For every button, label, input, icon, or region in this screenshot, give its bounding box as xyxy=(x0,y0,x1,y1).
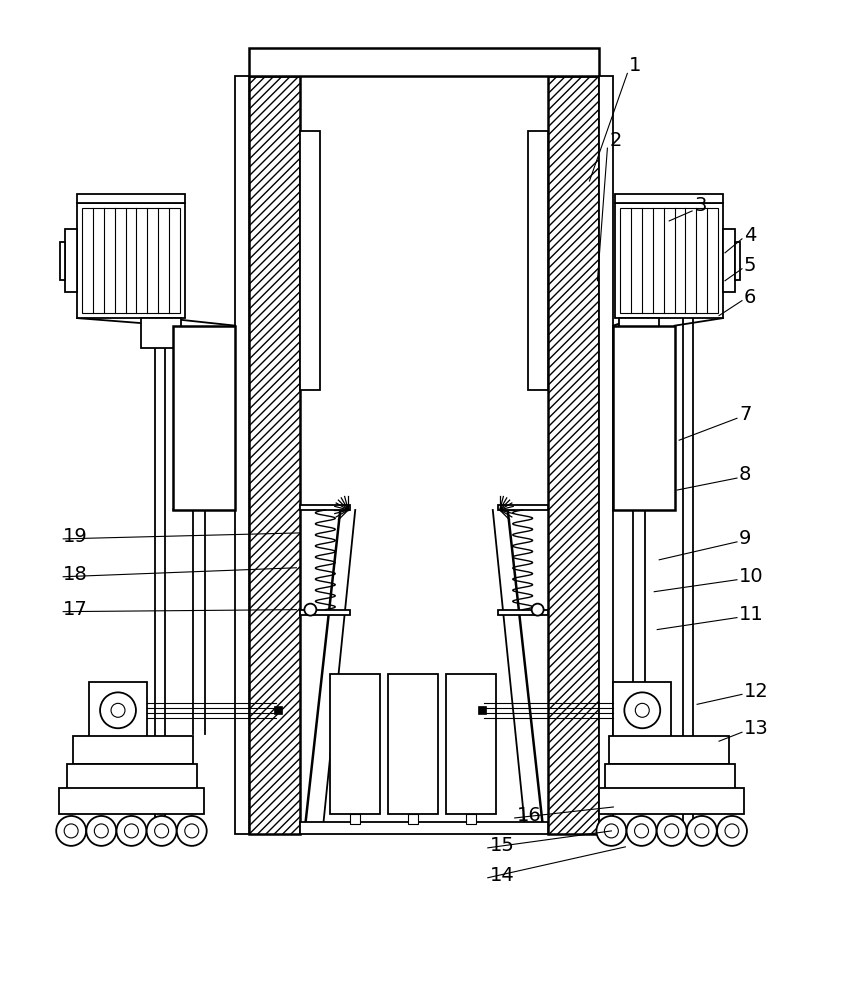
Bar xyxy=(528,131,547,390)
Circle shape xyxy=(304,604,316,616)
Bar xyxy=(300,610,350,615)
Circle shape xyxy=(635,824,649,838)
Bar xyxy=(498,610,547,615)
Circle shape xyxy=(625,692,660,728)
Bar xyxy=(498,505,547,510)
Text: 19: 19 xyxy=(63,527,88,546)
Text: 17: 17 xyxy=(63,600,88,619)
Bar xyxy=(173,326,235,510)
Bar xyxy=(248,48,599,76)
Bar xyxy=(235,76,248,834)
Bar xyxy=(275,706,282,714)
Bar xyxy=(614,682,672,737)
Text: 10: 10 xyxy=(739,567,763,586)
Bar xyxy=(82,208,180,313)
Circle shape xyxy=(626,816,656,846)
Bar xyxy=(77,203,184,318)
Circle shape xyxy=(111,703,125,717)
Text: 4: 4 xyxy=(744,226,756,245)
Circle shape xyxy=(147,816,177,846)
Bar xyxy=(331,674,380,814)
Bar xyxy=(73,736,193,764)
Text: 18: 18 xyxy=(63,565,88,584)
Circle shape xyxy=(87,816,116,846)
Bar xyxy=(446,674,496,814)
Circle shape xyxy=(56,816,86,846)
Text: 5: 5 xyxy=(744,256,756,275)
Bar xyxy=(547,76,599,834)
Bar xyxy=(599,76,614,834)
Text: 14: 14 xyxy=(490,866,514,885)
Text: 3: 3 xyxy=(694,196,706,215)
Text: 11: 11 xyxy=(739,605,763,624)
Bar xyxy=(615,194,723,203)
Bar xyxy=(620,318,660,348)
Bar xyxy=(620,208,718,313)
Bar xyxy=(300,131,320,390)
Circle shape xyxy=(116,816,146,846)
Circle shape xyxy=(694,824,709,838)
Bar xyxy=(60,242,65,280)
Bar xyxy=(65,229,77,292)
Circle shape xyxy=(665,824,678,838)
Circle shape xyxy=(177,816,207,846)
Text: 2: 2 xyxy=(609,131,621,150)
Circle shape xyxy=(725,824,739,838)
Bar xyxy=(300,505,350,510)
Text: 16: 16 xyxy=(517,806,541,825)
Text: 13: 13 xyxy=(744,719,768,738)
Text: 1: 1 xyxy=(629,56,642,75)
Bar xyxy=(141,318,181,348)
Bar xyxy=(599,788,744,814)
Circle shape xyxy=(100,692,136,728)
Bar xyxy=(478,706,486,714)
Bar xyxy=(466,814,476,824)
Circle shape xyxy=(687,816,717,846)
Circle shape xyxy=(597,816,626,846)
Circle shape xyxy=(65,824,78,838)
Text: 15: 15 xyxy=(490,836,514,855)
Bar xyxy=(614,326,675,510)
Circle shape xyxy=(124,824,139,838)
Bar xyxy=(350,814,360,824)
Circle shape xyxy=(635,703,649,717)
Text: 8: 8 xyxy=(739,465,751,484)
Circle shape xyxy=(717,816,747,846)
Bar xyxy=(248,76,300,834)
Text: 12: 12 xyxy=(744,682,768,701)
Text: 7: 7 xyxy=(739,405,751,424)
Text: 9: 9 xyxy=(739,529,751,548)
Bar xyxy=(77,194,184,203)
Circle shape xyxy=(155,824,168,838)
Circle shape xyxy=(94,824,108,838)
Bar xyxy=(609,736,729,764)
Circle shape xyxy=(604,824,618,838)
Circle shape xyxy=(184,824,199,838)
Bar xyxy=(723,229,735,292)
Bar xyxy=(605,764,735,789)
Bar xyxy=(735,242,740,280)
Bar xyxy=(300,822,547,834)
Bar xyxy=(615,203,723,318)
Circle shape xyxy=(657,816,687,846)
Bar xyxy=(408,814,418,824)
Bar xyxy=(60,788,204,814)
Bar xyxy=(67,764,196,789)
Bar xyxy=(388,674,438,814)
Bar xyxy=(89,682,147,737)
Text: 6: 6 xyxy=(744,288,756,307)
Circle shape xyxy=(531,604,544,616)
